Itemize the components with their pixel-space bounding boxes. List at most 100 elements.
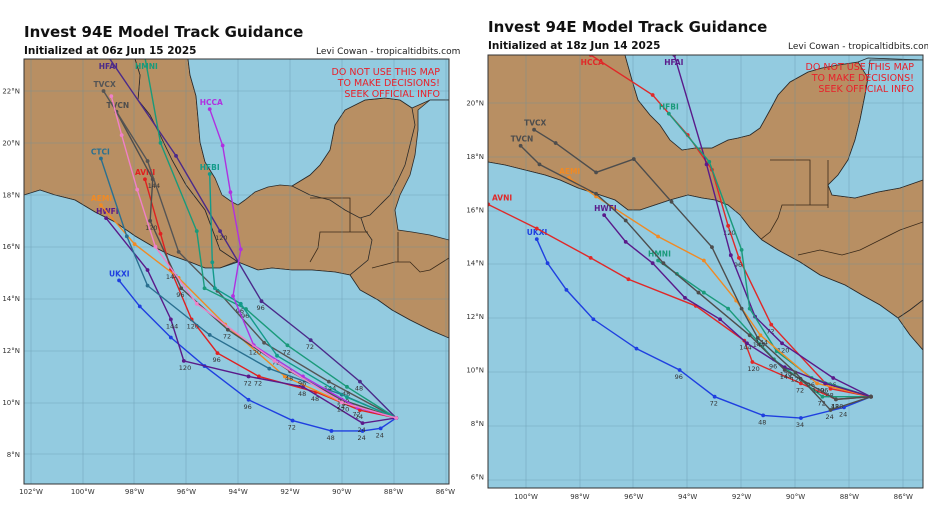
warning-text: DO NOT USE THIS MAP TO MAKE DECISIONS! S… <box>806 62 915 95</box>
track-point <box>712 394 717 399</box>
track-point <box>869 394 873 399</box>
forecast-hour-label: 144 <box>166 273 178 281</box>
track-point <box>701 258 706 263</box>
track-point <box>124 234 129 239</box>
forecast-hour-label: 144 <box>166 322 178 330</box>
model-label: TVCX <box>94 80 116 89</box>
model-tracks: UKXI2424487296AVNI24487296120144HWFI2448… <box>91 59 399 442</box>
svg-text:TO MAKE DECISIONS!: TO MAKE DECISIONS! <box>337 78 440 89</box>
gridlines <box>24 59 449 484</box>
track-point <box>661 261 666 266</box>
model-label: AEMI <box>91 194 112 203</box>
forecast-hour-label: 72 <box>254 379 262 387</box>
track-point <box>345 395 349 400</box>
track-point <box>339 400 344 405</box>
model-label: HMNI <box>648 250 671 259</box>
track-point <box>143 177 147 182</box>
lon-tick-label: 98°W <box>570 493 589 501</box>
lat-tick-label: 18°N <box>466 153 484 161</box>
track-point <box>179 286 184 291</box>
track-point <box>145 268 150 272</box>
lon-tick-label: 86°W <box>436 488 455 496</box>
track-point <box>747 333 752 338</box>
model-label: HFBI <box>659 103 679 112</box>
track-point <box>728 253 733 258</box>
track-point <box>564 288 569 292</box>
forecast-hour-label: 48 <box>285 374 293 382</box>
svg-text:DO NOT USE THIS MAP: DO NOT USE THIS MAP <box>806 62 915 73</box>
forecast-hour-label: 96 <box>769 362 777 370</box>
track-point <box>718 317 722 322</box>
forecast-hour-label: 96 <box>298 379 306 387</box>
forecast-hour-label: 48 <box>298 390 306 398</box>
lat-tick-label: 6°N <box>471 473 484 481</box>
forecast-hour-label: 120 <box>187 322 199 330</box>
track-point <box>591 317 596 322</box>
track-point <box>194 301 199 306</box>
track-point <box>360 429 365 433</box>
track-point <box>207 172 212 176</box>
track-point <box>259 299 264 304</box>
track-point <box>215 351 220 355</box>
model-label: UKXI <box>527 228 548 237</box>
map-frame <box>23 58 450 485</box>
track-point <box>329 429 334 433</box>
track-point <box>798 416 803 420</box>
forecast-hour-label: 24 <box>358 434 366 442</box>
lat-tick-label: 22°N <box>2 88 20 96</box>
track-point <box>634 346 639 351</box>
forecast-hour-label: 144 <box>324 385 336 393</box>
track-point <box>246 374 251 379</box>
track-hfai-pink <box>110 96 397 419</box>
forecast-hour-label: 120 <box>249 348 261 356</box>
track-point <box>153 244 158 249</box>
track-point <box>326 379 331 384</box>
forecast-hour-label: 144 <box>148 182 160 190</box>
track-point <box>545 261 550 266</box>
model-label: AEMI <box>559 167 580 176</box>
lon-tick-label: 102°W <box>19 488 43 496</box>
svg-text:SEEK OFFICIAL INFO: SEEK OFFICIAL INFO <box>344 89 440 100</box>
track-point <box>761 413 766 418</box>
forecast-hour-label: 144 <box>780 373 792 381</box>
model-tracks: UKXI2434487296AVNI4872120144HCCA48729612… <box>488 55 873 429</box>
track-point <box>101 89 106 93</box>
gridlines <box>488 55 923 488</box>
track-point <box>220 143 225 148</box>
track-point <box>158 141 163 145</box>
map-subtitle: Initialized at 18z Jun 14 2025 <box>488 40 661 52</box>
lat-tick-label: 8°N <box>7 451 20 459</box>
track-point <box>650 261 655 266</box>
forecast-hour-label: 144 <box>753 341 765 349</box>
forecast-hour-label: 72 <box>306 343 314 351</box>
forecast-hour-label: 48 <box>342 390 350 398</box>
forecast-hour-label: 48 <box>355 385 363 393</box>
lon-tick-label: 98°W <box>125 488 144 496</box>
track-point <box>132 242 137 247</box>
forecast-hour-label: 72 <box>710 400 718 408</box>
track-point <box>275 353 279 358</box>
caribbean-sea <box>827 59 923 199</box>
gulf-of-mexico <box>624 55 923 151</box>
track-point <box>238 247 243 252</box>
model-label: HCCA <box>581 58 604 67</box>
track-point <box>650 93 655 97</box>
track-point <box>828 408 833 412</box>
track-hmni <box>144 59 397 419</box>
track-point <box>518 143 523 148</box>
track-point <box>238 301 243 306</box>
track-point <box>656 234 660 239</box>
track-point <box>168 317 173 322</box>
track-point <box>135 187 140 192</box>
track-point <box>750 360 755 364</box>
track-point <box>780 341 784 346</box>
model-label: TVCN <box>511 135 534 144</box>
lat-tick-label: 20°N <box>466 100 484 108</box>
lat-tick-label: 12°N <box>466 313 484 321</box>
forecast-hour-label: 96 <box>244 403 252 411</box>
map-subtitle: Initialized at 06z Jun 15 2025 <box>24 45 197 57</box>
map-title: Invest 94E Model Track Guidance <box>24 23 304 41</box>
track-point <box>553 141 558 145</box>
track-point <box>834 397 838 402</box>
track-point <box>823 381 828 386</box>
